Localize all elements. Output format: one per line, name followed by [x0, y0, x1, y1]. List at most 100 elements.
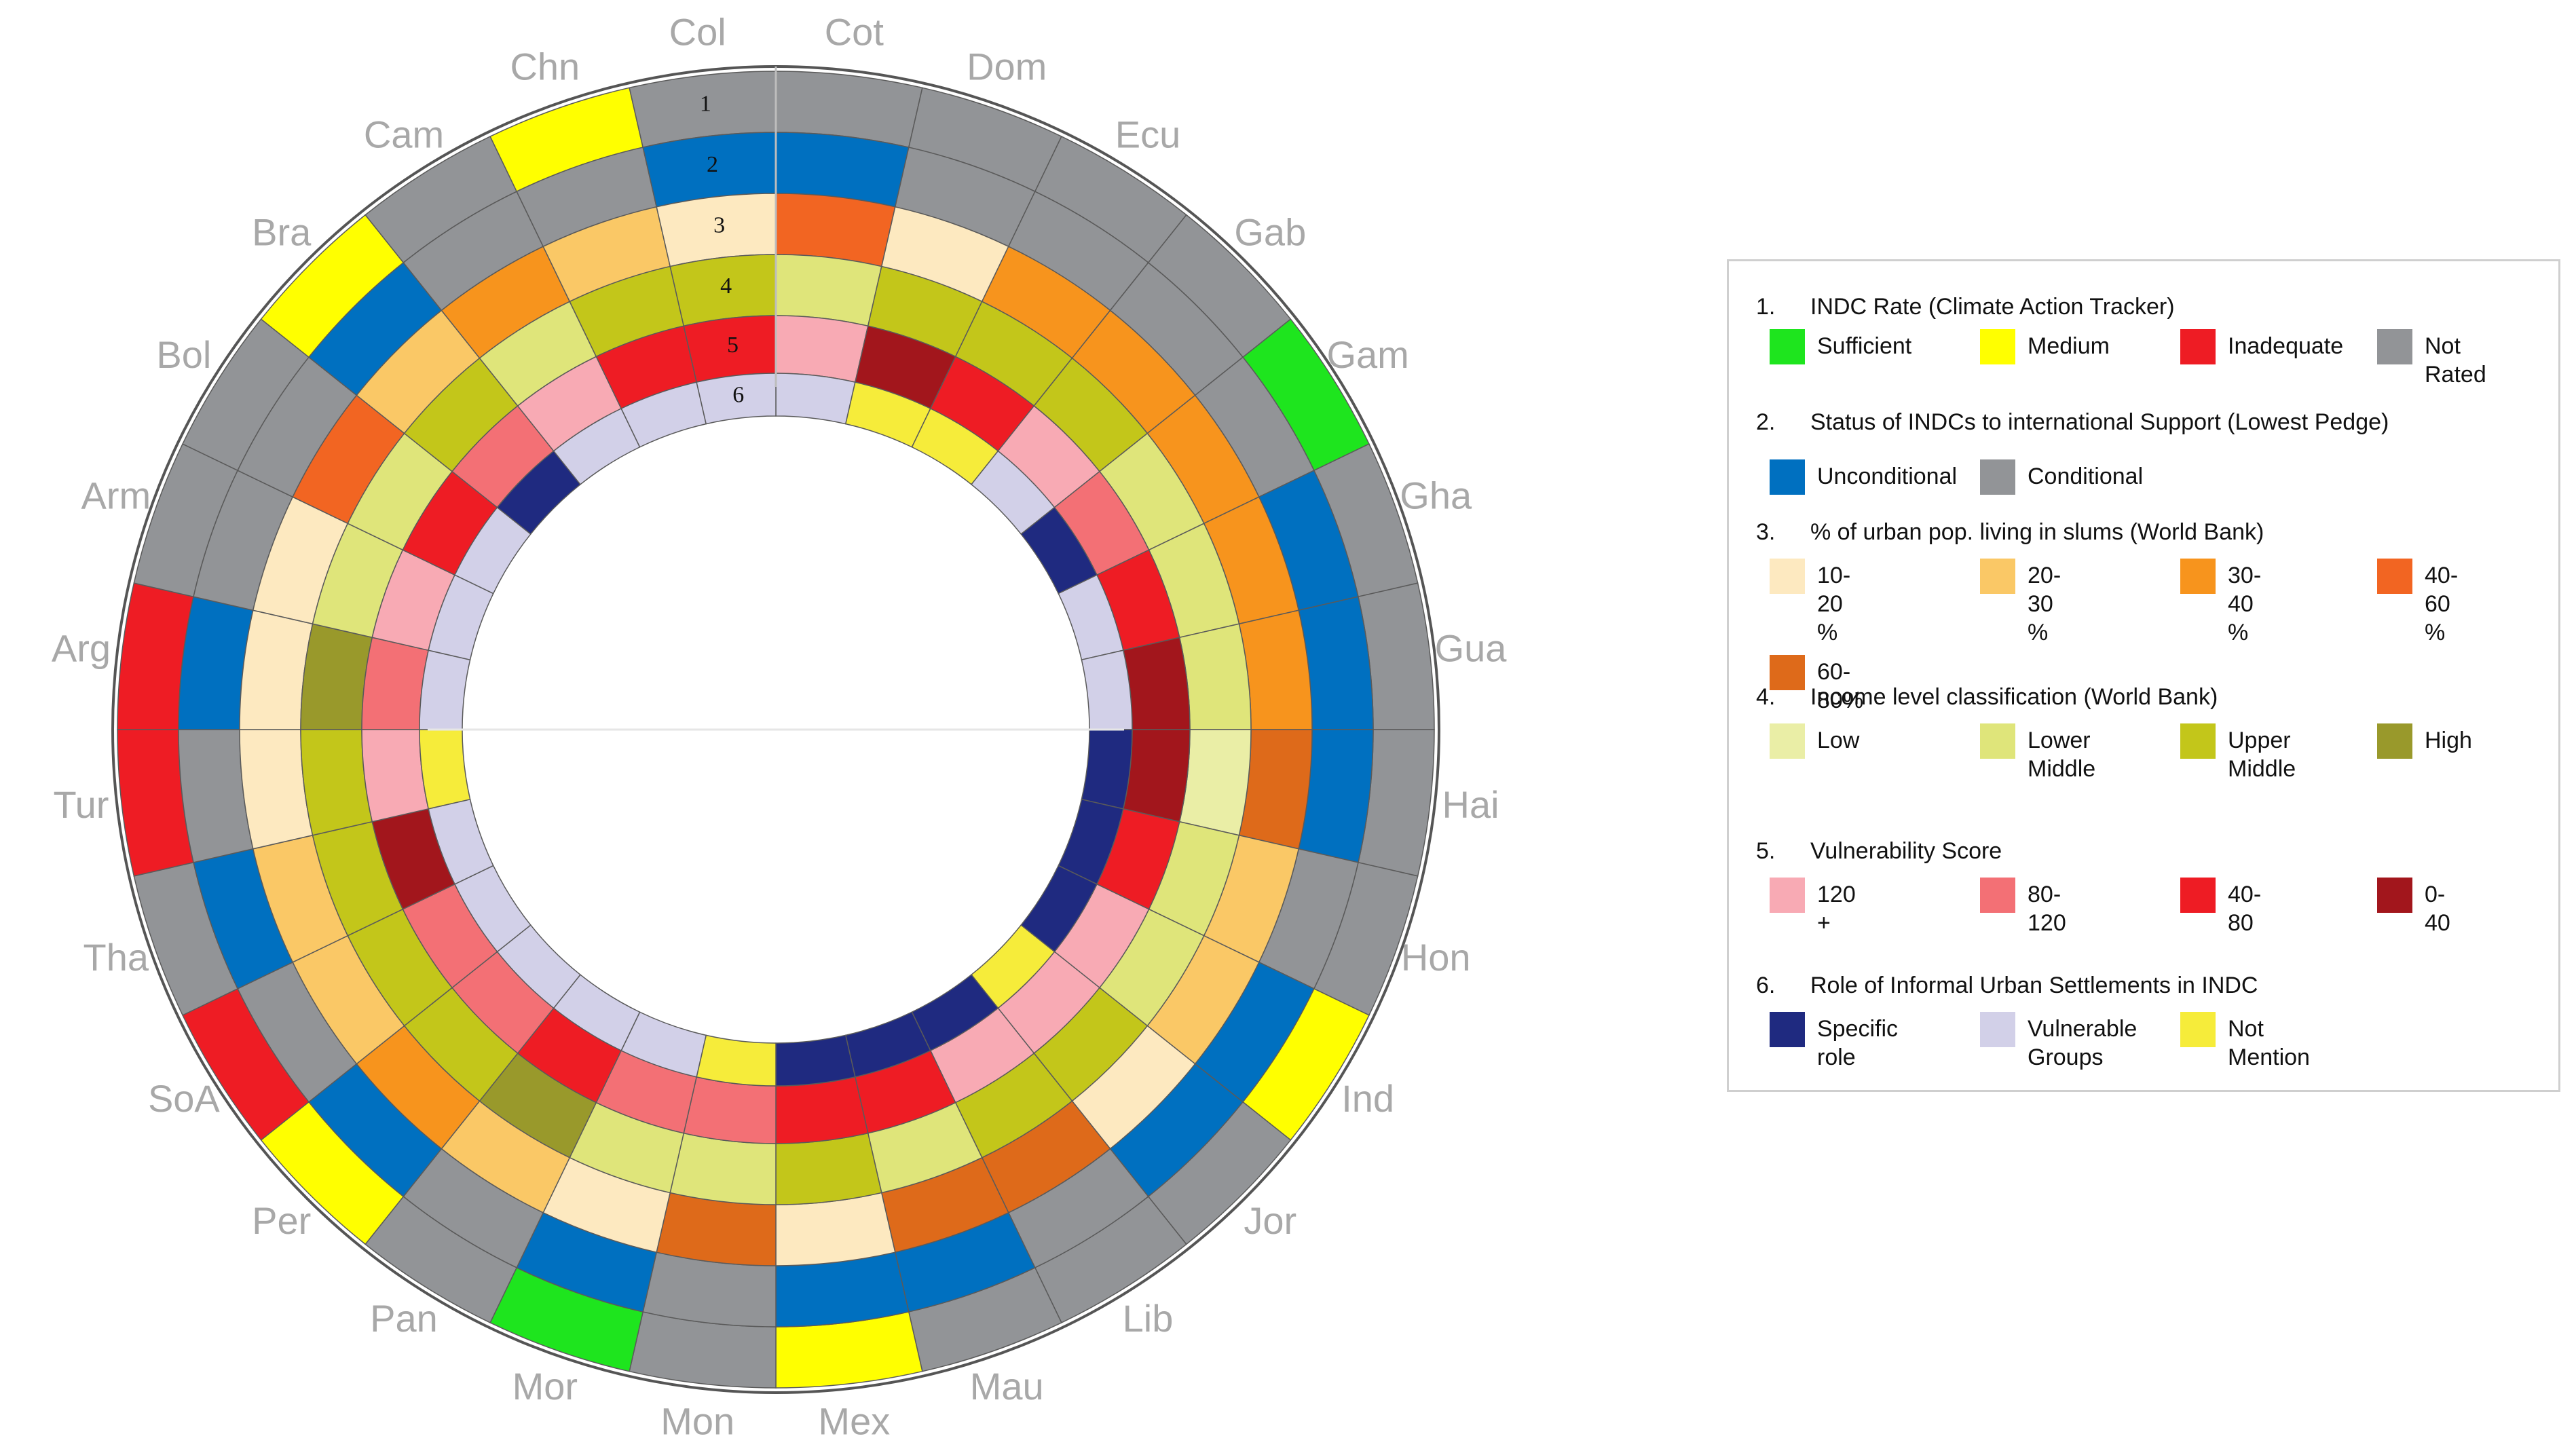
legend-swatch: [2180, 878, 2216, 913]
country-label-gam: Gam: [1326, 333, 1408, 376]
ring5-segment-arg: [361, 637, 430, 730]
legend-item-label: 30- 40 %: [2228, 563, 2262, 645]
ring5-segment-tur: [361, 729, 430, 823]
legend-section-text: Vulnerability Score: [1810, 838, 2002, 864]
legend-section-title-2: 2. Status of INDCs to international Suppo…: [1756, 409, 2389, 436]
ring4-segment-arg: [300, 623, 373, 730]
country-label-col: Col: [669, 10, 726, 53]
legend-swatch: [1770, 723, 1805, 759]
legend-item-label: Unconditional: [1817, 464, 1958, 489]
legend-item-label: 40- 80: [2228, 882, 2262, 936]
legend-section-number: 6.: [1756, 973, 1776, 998]
legend-section-title-3: 3. % of urban pop. living in slums (World…: [1756, 519, 2264, 546]
legend-swatch: [1980, 878, 2015, 913]
country-label-mor: Mor: [512, 1365, 578, 1408]
country-label-ind: Ind: [1341, 1077, 1394, 1120]
ring5-segment-gua: [1122, 637, 1191, 730]
legend-swatch: [2377, 329, 2412, 364]
country-label-tha: Tha: [83, 936, 149, 979]
legend-swatch: [1980, 459, 2015, 495]
legend-item-label: 80-120: [2028, 882, 2066, 936]
country-label-bol: Bol: [156, 333, 211, 376]
radial-chart: Cot Dom Ecu Gab Gam Gha Gua Hai Hon Ind Jor Lib Mau M…: [52, 10, 1507, 1442]
legend-item-label: 40- 60 %: [2425, 563, 2459, 645]
legend-section-number: 4.: [1756, 684, 1776, 710]
ring-number-2: 2: [707, 152, 718, 177]
ring6-segment-cot: [775, 373, 856, 425]
legend-item-label: Medium: [2028, 333, 2110, 359]
country-label-gab: Gab: [1234, 210, 1306, 253]
legend-swatch: [2180, 723, 2216, 759]
legend-section-title-6: 6. Role of Informal Urban Settlements in …: [1756, 973, 2258, 999]
country-label-mon: Mon: [660, 1399, 734, 1442]
legend-swatch: [1980, 559, 2015, 594]
legend-swatch: [1770, 559, 1805, 594]
country-label-gua: Gua: [1435, 626, 1507, 669]
legend-swatch: [1770, 459, 1805, 495]
legend-item-label: Sufficient: [1817, 333, 1912, 359]
ring6-segment-arg: [419, 649, 471, 730]
ring4-segment-mex: [775, 1132, 882, 1205]
legend-swatch: [2377, 878, 2412, 913]
legend-item-label: Inadequate: [2228, 333, 2344, 359]
legend-item-label: 60- 80%: [1817, 659, 1864, 713]
country-label-gha: Gha: [1400, 474, 1472, 517]
country-label-tur: Tur: [54, 783, 109, 826]
legend-section-number: 2.: [1756, 409, 1776, 435]
ring6-segment-hai: [1081, 729, 1133, 810]
legend-item-label: 10- 20 %: [1817, 563, 1851, 645]
legend-swatch: [2180, 329, 2216, 364]
legend-item-label: Low: [1817, 728, 1860, 753]
ring-segments: [117, 71, 1435, 1389]
legend-item-label: High: [2425, 728, 2472, 753]
country-label-hon: Hon: [1401, 936, 1471, 979]
ring6-segment-gua: [1081, 649, 1133, 730]
ring4-segment-hai: [1178, 729, 1252, 836]
ring-number-6: 6: [732, 382, 744, 407]
country-label-hai: Hai: [1442, 783, 1499, 826]
legend-swatch: [1770, 329, 1805, 364]
country-label-arm: Arm: [81, 474, 151, 517]
legend-item-label: Lower Middle: [2028, 728, 2096, 782]
legend-section-text: Role of Informal Urban Settlements in IN…: [1810, 973, 2258, 998]
legend-item-label: 0- 40: [2425, 882, 2450, 936]
country-label-soa: SoA: [148, 1077, 220, 1120]
legend-swatch: [2180, 1012, 2216, 1047]
ring5-segment-mon: [683, 1076, 777, 1144]
ring-number-1: 1: [700, 92, 711, 117]
legend-item-label: Not Mention: [2228, 1016, 2310, 1070]
legend-item-label: Specific role: [1817, 1016, 1899, 1070]
legend-swatch: [2377, 559, 2412, 594]
legend-item-label: Vulnerable Groups: [2028, 1016, 2138, 1070]
ring6-segment-col: [696, 373, 777, 425]
country-label-per: Per: [252, 1199, 311, 1242]
ring-number-4: 4: [720, 274, 732, 299]
ring6-segment-tur: [419, 729, 471, 810]
country-label-bra: Bra: [252, 210, 312, 253]
ring-number-5: 5: [727, 333, 739, 358]
country-label-mex: Mex: [818, 1399, 890, 1442]
country-label-pan: Pan: [370, 1297, 438, 1340]
legend-section-title-1: 1. INDC Rate (Climate Action Tracker): [1756, 294, 2175, 320]
legend-section-number: 3.: [1756, 519, 1776, 545]
legend-item-label: 120 +: [1817, 882, 1856, 936]
legend-swatch: [1770, 655, 1805, 690]
ring-number-3: 3: [713, 212, 725, 238]
country-label-jor: Jor: [1244, 1199, 1296, 1242]
ring6-segment-mon: [696, 1034, 777, 1087]
legend-item-label: Conditional: [2028, 464, 2144, 489]
legend-section-number: 5.: [1756, 838, 1776, 864]
country-label-chn: Chn: [510, 45, 580, 88]
legend-section-text: % of urban pop. living in slums (World B…: [1810, 519, 2264, 545]
legend-swatch: [1770, 1012, 1805, 1047]
ring5-segment-cot: [775, 315, 869, 383]
ring4-segment-tur: [300, 729, 373, 836]
country-label-mau: Mau: [970, 1365, 1044, 1408]
legend-swatch: [1980, 1012, 2015, 1047]
ring6-segment-mex: [775, 1034, 856, 1087]
country-label-dom: Dom: [967, 45, 1047, 88]
legend-item-label: 20- 30 %: [2028, 563, 2061, 645]
country-label-ecu: Ecu: [1115, 113, 1181, 156]
legend-item-label: Not Rated: [2425, 333, 2486, 388]
legend-swatch: [1980, 723, 2015, 759]
